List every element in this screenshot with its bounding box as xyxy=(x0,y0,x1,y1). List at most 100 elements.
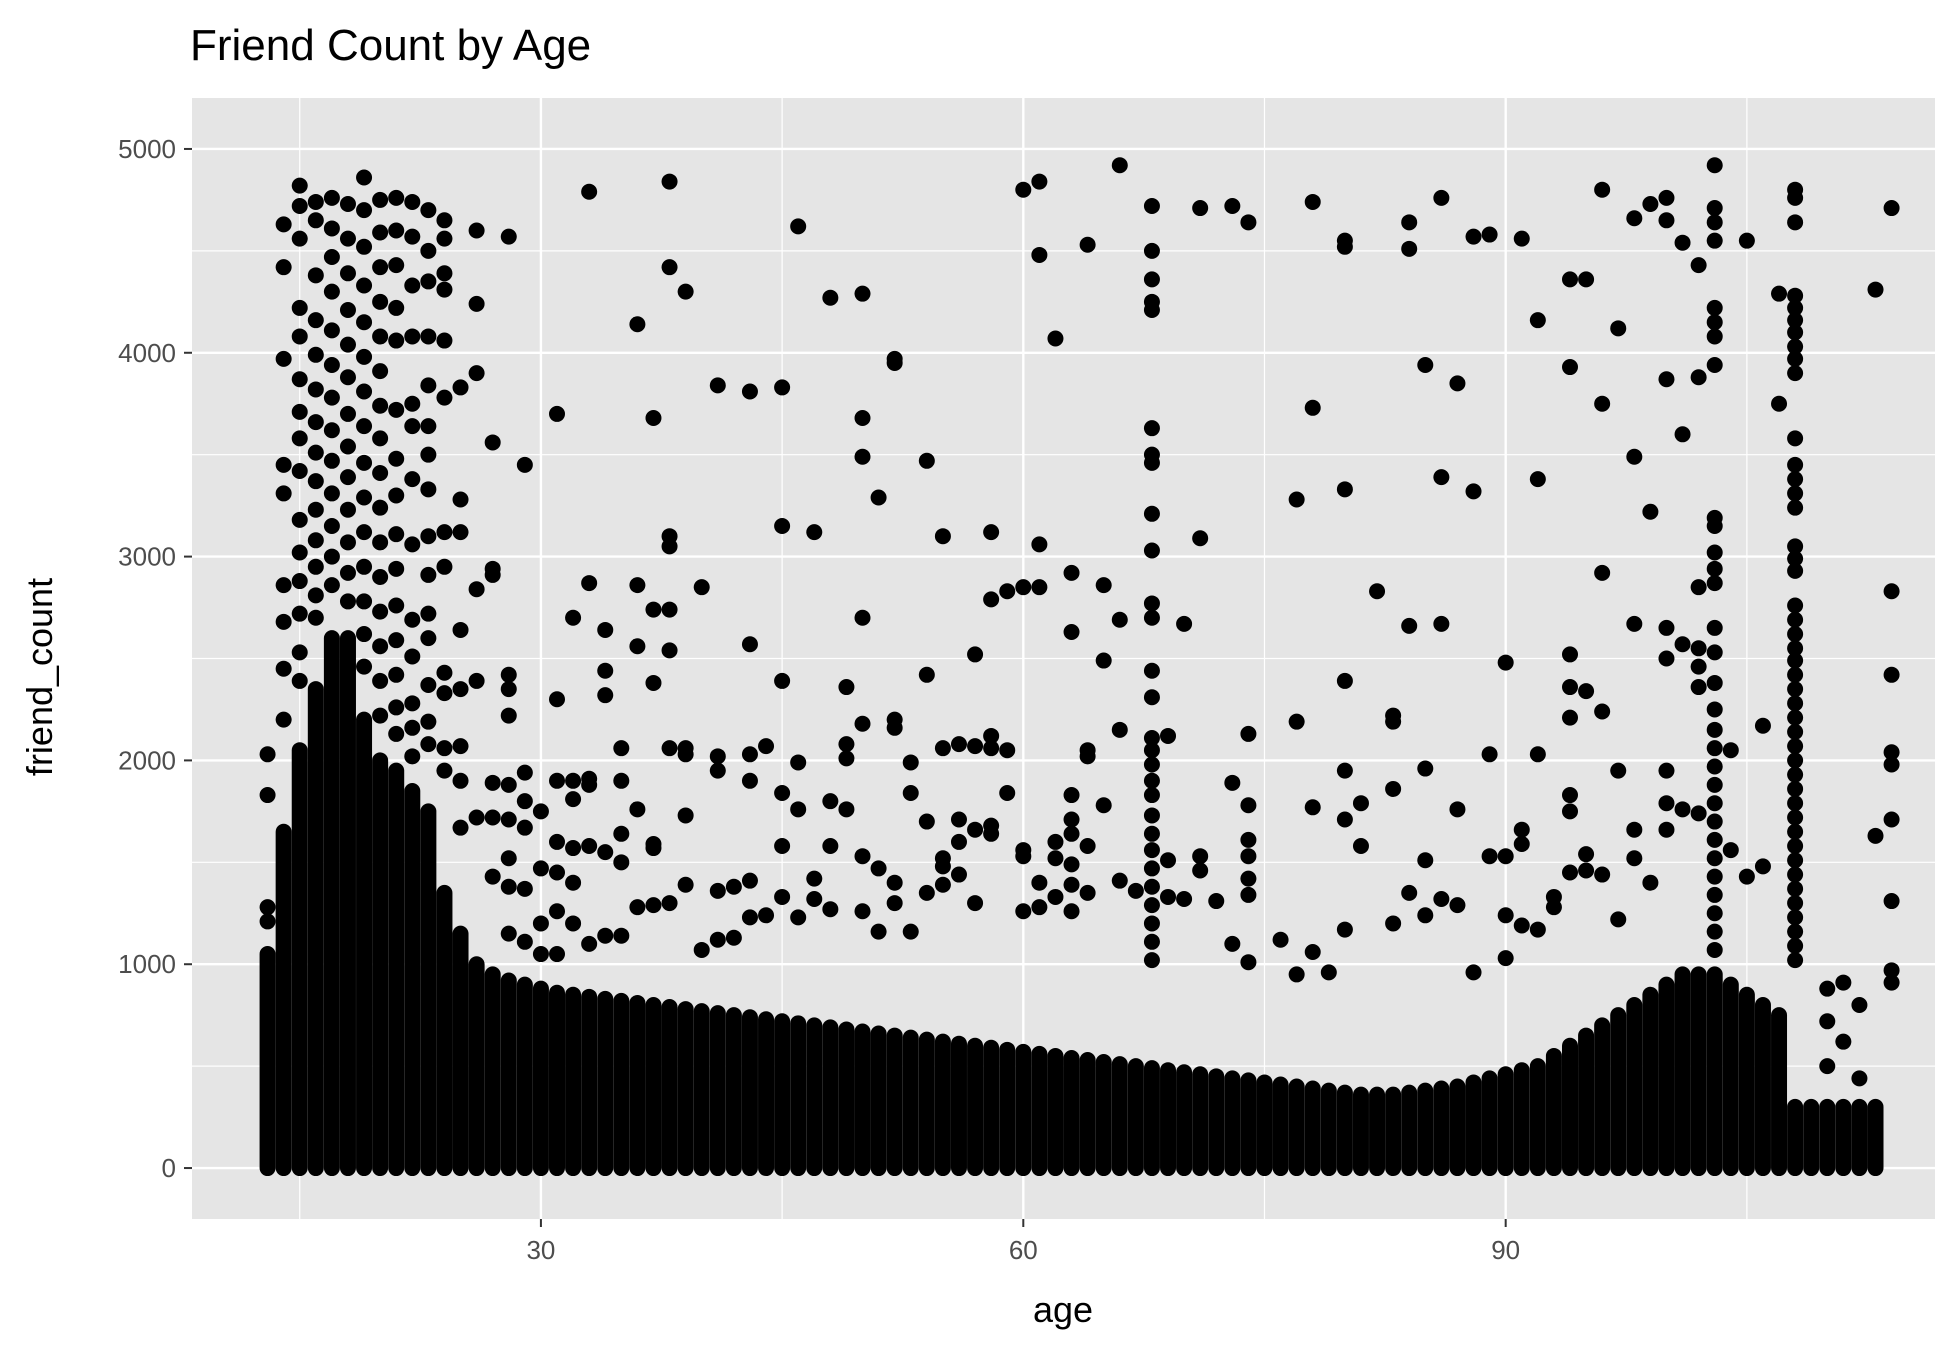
data-point xyxy=(983,591,1000,608)
data-point xyxy=(1304,399,1321,416)
data-point xyxy=(468,295,485,312)
data-point xyxy=(1449,375,1466,392)
data-point xyxy=(1787,430,1804,447)
data-point xyxy=(1143,662,1160,679)
data-point xyxy=(1706,813,1723,830)
data-point xyxy=(918,452,935,469)
data-point xyxy=(1079,838,1096,855)
data-point xyxy=(436,265,453,282)
data-point xyxy=(1771,395,1788,412)
data-point xyxy=(323,389,340,406)
data-point xyxy=(1658,821,1675,838)
data-point xyxy=(1626,615,1643,632)
dense-point-column xyxy=(436,884,453,1177)
data-point xyxy=(1883,744,1900,761)
data-point xyxy=(1787,189,1804,206)
data-point xyxy=(1240,848,1257,865)
data-point xyxy=(1015,848,1032,865)
data-point xyxy=(420,528,437,545)
data-point xyxy=(549,405,566,422)
data-point xyxy=(870,923,887,940)
data-point xyxy=(1143,756,1160,773)
x-tick-label: 60 xyxy=(1009,1235,1038,1265)
data-point xyxy=(1674,636,1691,653)
data-point xyxy=(693,579,710,596)
data-point xyxy=(532,860,549,877)
data-point xyxy=(1706,740,1723,757)
dense-point-column xyxy=(661,999,678,1177)
dense-point-column xyxy=(356,711,373,1177)
dense-point-column xyxy=(420,803,437,1177)
data-point xyxy=(323,283,340,300)
data-point xyxy=(291,605,308,622)
data-point xyxy=(436,212,453,229)
data-point xyxy=(854,409,871,426)
data-point xyxy=(1336,762,1353,779)
data-point xyxy=(1497,654,1514,671)
data-point xyxy=(1867,281,1884,298)
data-point xyxy=(950,736,967,753)
y-tick-label: 2000 xyxy=(118,745,176,775)
dense-point-column xyxy=(1835,1098,1852,1177)
data-point xyxy=(1787,299,1804,316)
data-point xyxy=(1529,746,1546,763)
data-point xyxy=(420,676,437,693)
data-point xyxy=(1143,807,1160,824)
dense-point-column xyxy=(1578,1027,1595,1177)
data-point xyxy=(388,487,405,504)
data-point xyxy=(1561,646,1578,663)
data-point xyxy=(372,672,389,689)
data-point xyxy=(1706,314,1723,331)
dense-point-column xyxy=(500,972,517,1177)
data-point xyxy=(452,681,469,698)
data-point xyxy=(1417,907,1434,924)
data-point xyxy=(613,927,630,944)
dense-point-column xyxy=(1449,1078,1466,1177)
data-point xyxy=(838,750,855,767)
data-point xyxy=(259,746,276,763)
data-point xyxy=(1787,324,1804,341)
data-point xyxy=(404,228,421,245)
data-point xyxy=(1288,966,1305,983)
data-point xyxy=(774,518,791,535)
dense-point-column xyxy=(1626,996,1643,1177)
data-point xyxy=(1706,941,1723,958)
data-point xyxy=(709,762,726,779)
dense-point-column xyxy=(1722,976,1739,1177)
data-point xyxy=(967,895,984,912)
data-point xyxy=(1674,801,1691,818)
data-point xyxy=(1787,709,1804,726)
data-point xyxy=(902,923,919,940)
data-point xyxy=(291,328,308,345)
data-point xyxy=(356,202,373,219)
data-point xyxy=(1754,717,1771,734)
data-point xyxy=(597,687,614,704)
data-point xyxy=(1031,874,1048,891)
data-point xyxy=(1658,212,1675,229)
data-point xyxy=(613,772,630,789)
data-point xyxy=(902,785,919,802)
dense-point-column xyxy=(1706,966,1723,1177)
data-point xyxy=(565,772,582,789)
data-point xyxy=(645,674,662,691)
data-point xyxy=(1690,257,1707,274)
data-point xyxy=(1079,748,1096,765)
dense-point-column xyxy=(1851,1098,1868,1177)
data-point xyxy=(356,489,373,506)
data-point xyxy=(372,534,389,551)
data-point xyxy=(1706,575,1723,592)
grid-minor-lines xyxy=(192,98,1935,1219)
data-point xyxy=(1722,842,1739,859)
dense-point-column xyxy=(1031,1045,1048,1177)
data-point xyxy=(1642,195,1659,212)
y-tick-label: 1000 xyxy=(118,949,176,979)
data-point xyxy=(1883,583,1900,600)
data-point xyxy=(1224,774,1241,791)
data-point xyxy=(436,558,453,575)
dense-point-column xyxy=(1529,1058,1546,1177)
data-point xyxy=(500,878,517,895)
data-point xyxy=(388,189,405,206)
data-point xyxy=(790,754,807,771)
dense-point-column xyxy=(741,1009,758,1177)
data-point xyxy=(1787,456,1804,473)
